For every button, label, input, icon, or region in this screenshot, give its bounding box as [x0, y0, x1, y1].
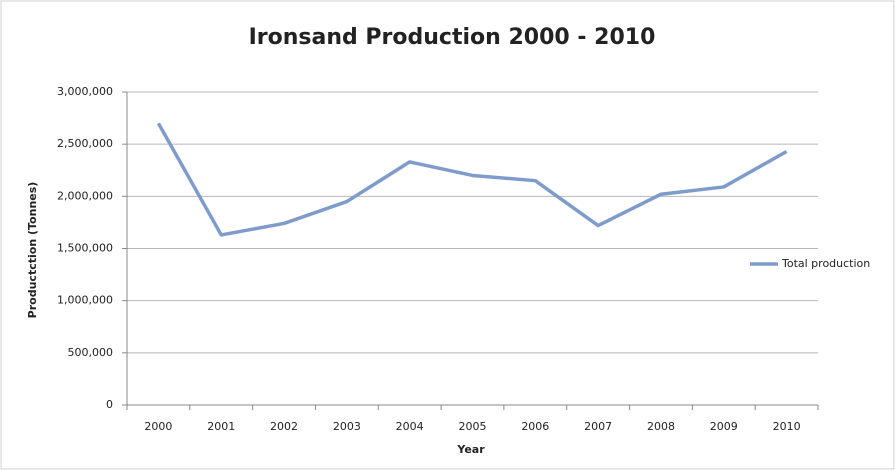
x-tick-label: 2005: [459, 420, 487, 433]
x-tick-label: 2003: [333, 420, 361, 433]
y-tick-label: 1,000,000: [57, 294, 113, 307]
y-tick-label: 3,000,000: [57, 85, 113, 98]
chart-title: Ironsand Production 2000 - 2010: [249, 25, 656, 50]
x-axis-label: Year: [456, 443, 485, 456]
y-tick-label: 0: [106, 398, 113, 411]
x-tick-label: 2007: [584, 420, 612, 433]
x-tick-label: 2001: [207, 420, 235, 433]
x-tick-label: 2008: [647, 420, 675, 433]
y-tick-label: 500,000: [68, 346, 114, 359]
x-tick-label: 2009: [710, 420, 738, 433]
x-tick-label: 2000: [144, 420, 172, 433]
y-axis-label: Productction (Tonnes): [26, 182, 39, 319]
x-tick-label: 2006: [521, 420, 549, 433]
legend-label: Total production: [781, 257, 870, 270]
x-tick-label: 2002: [270, 420, 298, 433]
line-series: [156, 122, 788, 237]
x-tick-label: 2010: [773, 420, 801, 433]
y-tick-label: 2,500,000: [57, 137, 113, 150]
y-tick-label: 2,000,000: [57, 189, 113, 202]
y-tick-label: 1,500,000: [57, 242, 113, 255]
x-tick-label: 2004: [396, 420, 424, 433]
